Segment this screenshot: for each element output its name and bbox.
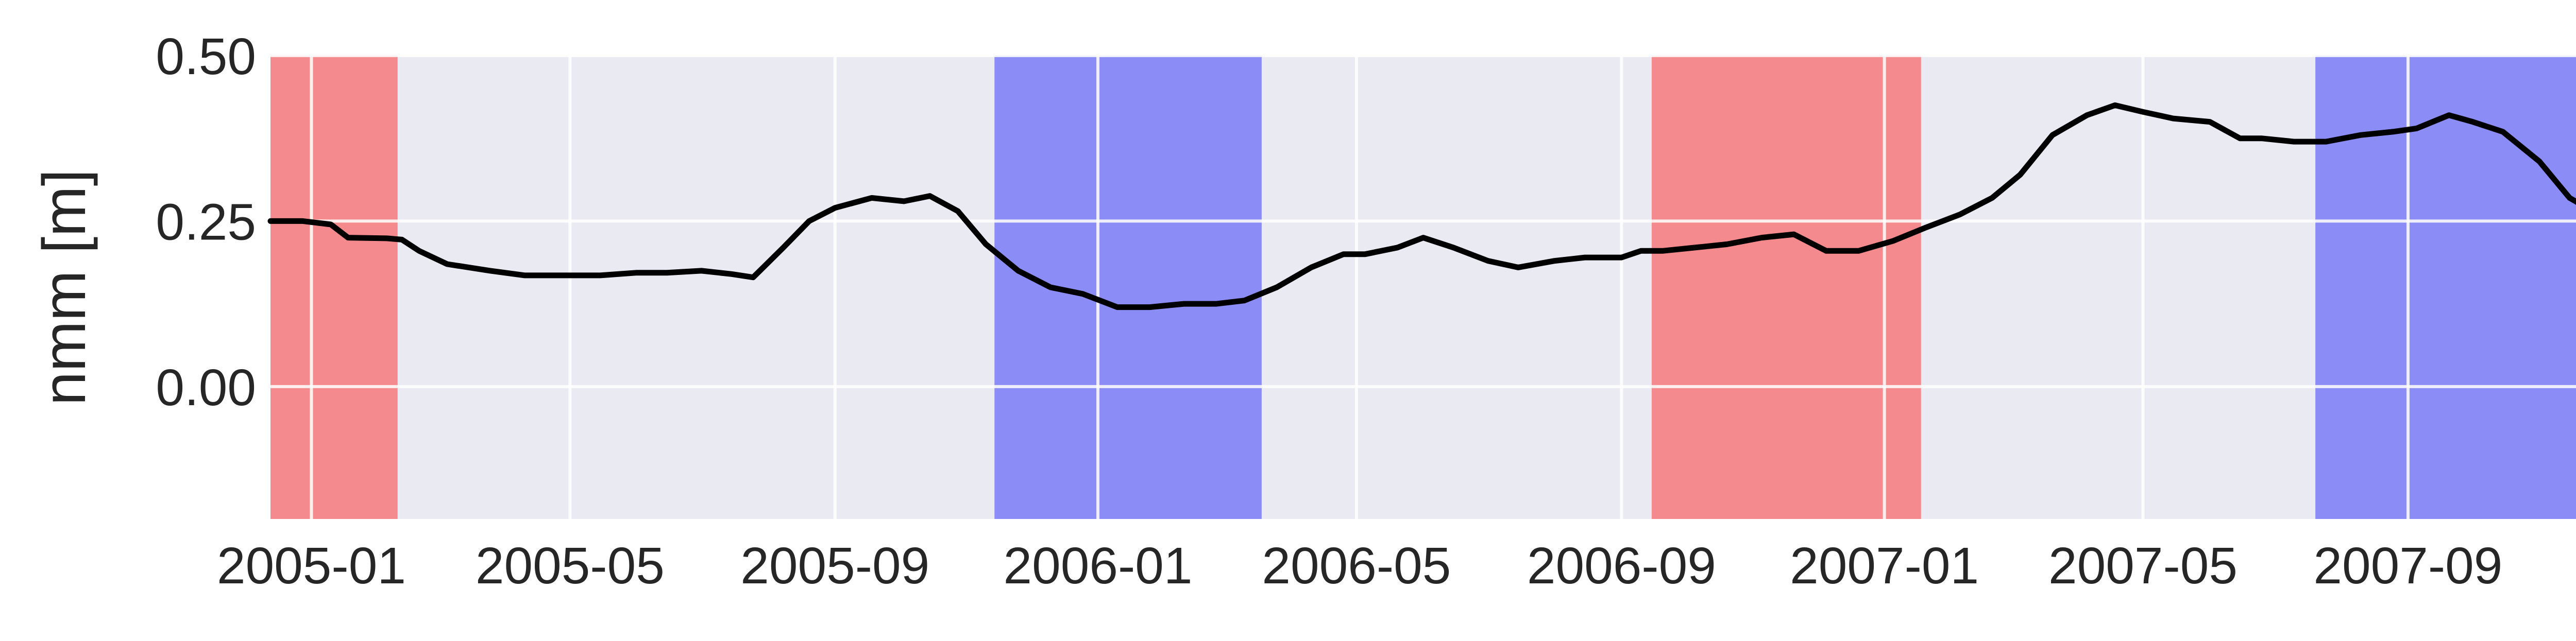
x-tick-label: 2007-05 <box>2048 537 2238 595</box>
shaded-regions <box>270 56 2576 519</box>
blue-shaded-region <box>2315 56 2576 519</box>
x-tick-label: 2005-09 <box>740 537 929 595</box>
x-tick-label: 2006-01 <box>1004 537 1193 595</box>
y-tick-label: 0.50 <box>156 28 256 85</box>
y-tick-label: 0.25 <box>156 193 256 251</box>
x-tick-label: 2006-09 <box>1527 537 1716 595</box>
series-line <box>267 102 2576 310</box>
x-tick-label: 2007-01 <box>1790 537 1979 595</box>
y-tick-label: 0.00 <box>156 359 256 417</box>
blue-shaded-region <box>994 56 1262 519</box>
x-tick-label: 2006-05 <box>1262 537 1451 595</box>
red-shaded-region <box>270 56 398 519</box>
y-tick-labels: 0.50 0.25 0.00 <box>156 28 256 417</box>
x-tick-label: 2005-05 <box>476 537 665 595</box>
grid-lines <box>270 54 2576 519</box>
x-tick-label: 2007-09 <box>2313 537 2502 595</box>
red-shaded-region <box>1651 56 1921 519</box>
x-tick-labels: 2005-01 2005-05 2005-09 2006-01 2006-05 2006-… <box>217 537 2502 595</box>
plot-background <box>270 56 2576 519</box>
y-axis-label: nmm [m] <box>30 169 98 406</box>
x-tick-label: 2005-01 <box>217 537 406 595</box>
